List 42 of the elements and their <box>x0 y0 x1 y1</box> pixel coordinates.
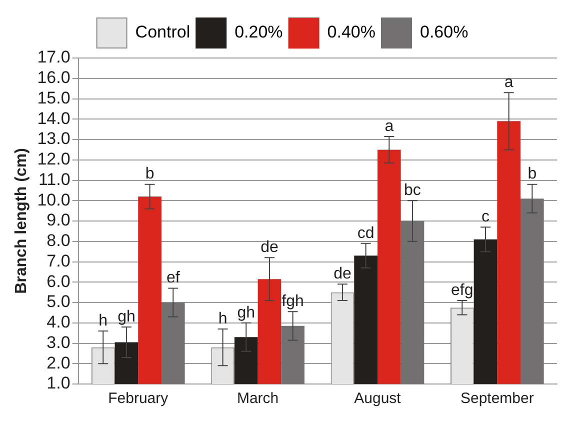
data-label: c <box>481 208 490 226</box>
data-label: a <box>504 74 514 92</box>
y-tick-label: 14.0 <box>37 108 70 128</box>
data-label: efg <box>451 282 474 299</box>
x-tick-label: February <box>108 390 169 408</box>
data-label: de <box>260 239 278 256</box>
legend-label: Control <box>135 22 190 42</box>
legend-label: 0.40% <box>327 22 376 42</box>
y-tick-label: 6.0 <box>46 272 70 291</box>
data-label: bc <box>404 182 421 200</box>
y-axis-title: Branch length (cm) <box>13 148 30 294</box>
y-tick-label: 4.0 <box>46 312 70 332</box>
data-label: gh <box>118 308 136 326</box>
y-tick-label: 17.0 <box>37 48 70 67</box>
y-tick-label: 7.0 <box>46 251 70 270</box>
data-label: ef <box>166 270 180 287</box>
y-tick-label: 10.0 <box>37 190 70 210</box>
data-label: b <box>145 166 154 183</box>
y-tick-label: 12.0 <box>37 150 70 169</box>
y-tick-label: 5.0 <box>46 292 70 312</box>
legend-label: 0.20% <box>234 22 283 42</box>
y-tick-label: 11.0 <box>38 170 70 189</box>
y-tick-label: 9.0 <box>46 210 70 230</box>
y-tick-label: 13.0 <box>37 129 70 148</box>
y-tick-label: 1.0 <box>46 374 70 393</box>
y-tick-label: 16.0 <box>37 68 70 88</box>
y-tick-label: 3.0 <box>46 332 70 352</box>
y-tick-label: 8.0 <box>46 231 70 250</box>
data-label: a <box>384 118 394 135</box>
data-label: cd <box>357 224 374 242</box>
x-tick-label: March <box>236 390 279 408</box>
legend-label: 0.60% <box>420 22 468 42</box>
y-tick-label: 2.0 <box>46 353 70 372</box>
x-tick-label: August <box>354 390 402 408</box>
data-label: fgh <box>282 293 304 310</box>
data-label: h <box>98 312 108 330</box>
y-tick-label: 15.0 <box>37 88 70 108</box>
data-label: gh <box>237 304 256 322</box>
data-label: de <box>334 266 352 283</box>
x-tick-label: September <box>460 390 534 408</box>
data-label: h <box>218 310 228 328</box>
data-label: b <box>528 166 537 183</box>
